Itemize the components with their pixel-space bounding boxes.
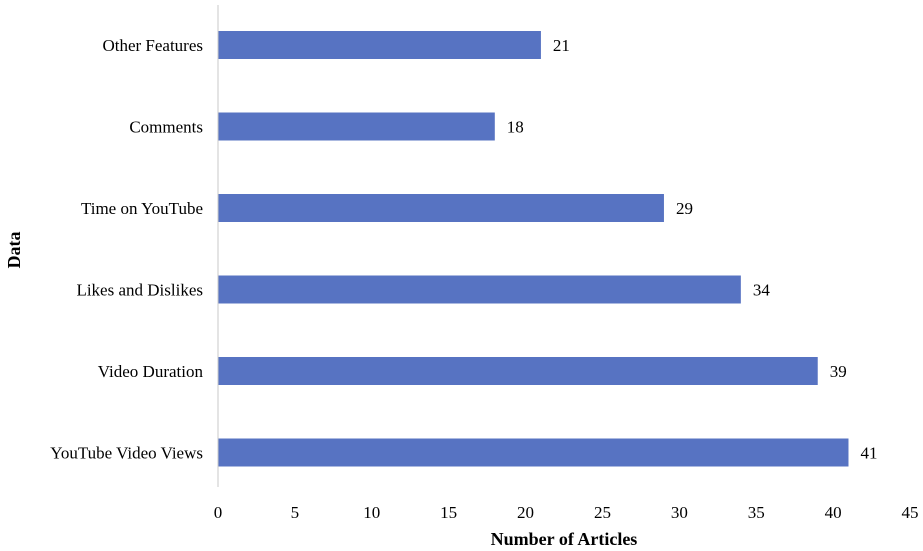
bar-4 <box>218 357 818 385</box>
bar-0 <box>218 31 541 59</box>
data-label-1: 18 <box>507 118 524 137</box>
x-tick-label-3: 15 <box>440 503 457 522</box>
x-tick-label-4: 20 <box>517 503 534 522</box>
category-label-4: Video Duration <box>98 362 204 381</box>
bar-3 <box>218 275 741 304</box>
x-tick-label-1: 5 <box>291 503 300 522</box>
y-axis-title: Data <box>4 232 24 269</box>
data-label-4: 39 <box>830 362 847 381</box>
x-tick-label-8: 40 <box>825 503 842 522</box>
category-label-1: Comments <box>129 118 203 137</box>
bar-5 <box>218 438 849 467</box>
bar-2 <box>218 194 664 222</box>
x-axis-title: Number of Articles <box>491 529 638 549</box>
data-label-3: 34 <box>753 281 771 300</box>
x-tick-label-7: 35 <box>748 503 765 522</box>
data-label-5: 41 <box>860 444 877 463</box>
x-tick-labels-group: 0 5 10 15 20 25 30 35 40 45 <box>214 503 919 522</box>
data-label-2: 29 <box>676 199 693 218</box>
bars-group <box>218 31 849 467</box>
x-tick-label-5: 25 <box>594 503 611 522</box>
bar-1 <box>218 112 495 141</box>
x-tick-label-2: 10 <box>363 503 380 522</box>
data-label-0: 21 <box>553 36 570 55</box>
category-label-3: Likes and Dislikes <box>76 281 203 300</box>
category-label-2: Time on YouTube <box>81 199 203 218</box>
x-tick-label-9: 45 <box>902 503 919 522</box>
x-tick-label-6: 30 <box>671 503 688 522</box>
category-labels-group: Other Features Comments Time on YouTube Lik… <box>50 36 203 463</box>
data-labels-group: 21 18 29 34 39 41 <box>507 36 878 463</box>
x-tick-label-0: 0 <box>214 503 223 522</box>
category-label-5: YouTube Video Views <box>50 444 203 463</box>
category-label-0: Other Features <box>102 36 203 55</box>
